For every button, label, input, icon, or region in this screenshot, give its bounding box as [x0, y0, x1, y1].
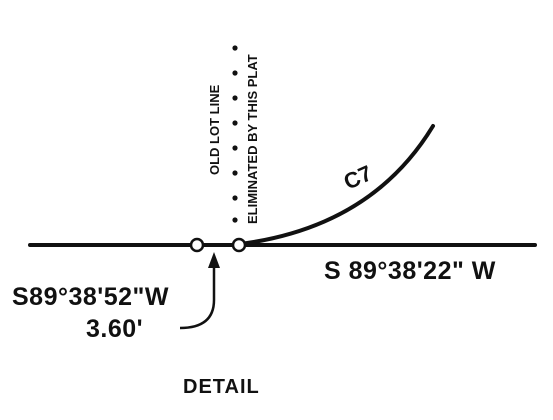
distance-leader-line — [179, 258, 216, 330]
curve-c7-label: C7 — [340, 160, 376, 194]
short-bearing-label: S89°38'52"W — [12, 283, 169, 311]
short-distance-label: 3.60' — [86, 315, 143, 343]
old-lot-line-label: OLD LOT LINE — [207, 84, 222, 175]
point-marker-right — [231, 237, 247, 253]
eliminated-label: ELIMINATED BY THIS PLAT — [245, 54, 260, 224]
curve-c7 — [230, 124, 435, 247]
old-lot-line-dots — [232, 45, 238, 223]
point-marker-left — [189, 237, 205, 253]
detail-title: DETAIL — [183, 376, 260, 398]
main-bearing-label: S 89°38'22" W — [324, 257, 496, 285]
leader-arrow-head — [208, 252, 220, 268]
